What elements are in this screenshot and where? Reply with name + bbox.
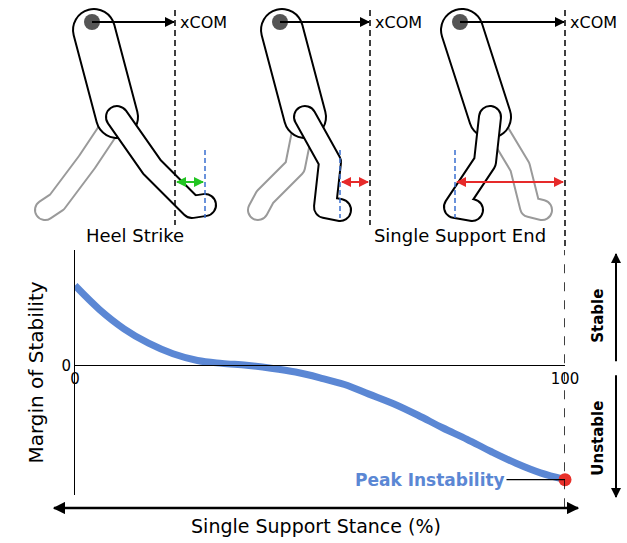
svg-text:Heel Strike: Heel Strike: [86, 225, 184, 246]
svg-text:Unstable: Unstable: [589, 401, 607, 476]
svg-text:0: 0: [70, 370, 80, 388]
svg-text:Margin of Stability: Margin of Stability: [24, 281, 48, 463]
svg-text:0: 0: [61, 357, 71, 375]
svg-text:xCOM: xCOM: [180, 13, 227, 32]
svg-text:Single Support End: Single Support End: [374, 225, 546, 246]
svg-text:Single Support Stance (%): Single Support Stance (%): [191, 515, 441, 537]
svg-text:100: 100: [551, 370, 580, 388]
svg-text:Peak Instability: Peak Instability: [355, 470, 505, 490]
svg-text:xCOM: xCOM: [375, 13, 422, 32]
svg-text:xCOM: xCOM: [570, 13, 617, 32]
svg-text:Stable: Stable: [589, 289, 607, 343]
